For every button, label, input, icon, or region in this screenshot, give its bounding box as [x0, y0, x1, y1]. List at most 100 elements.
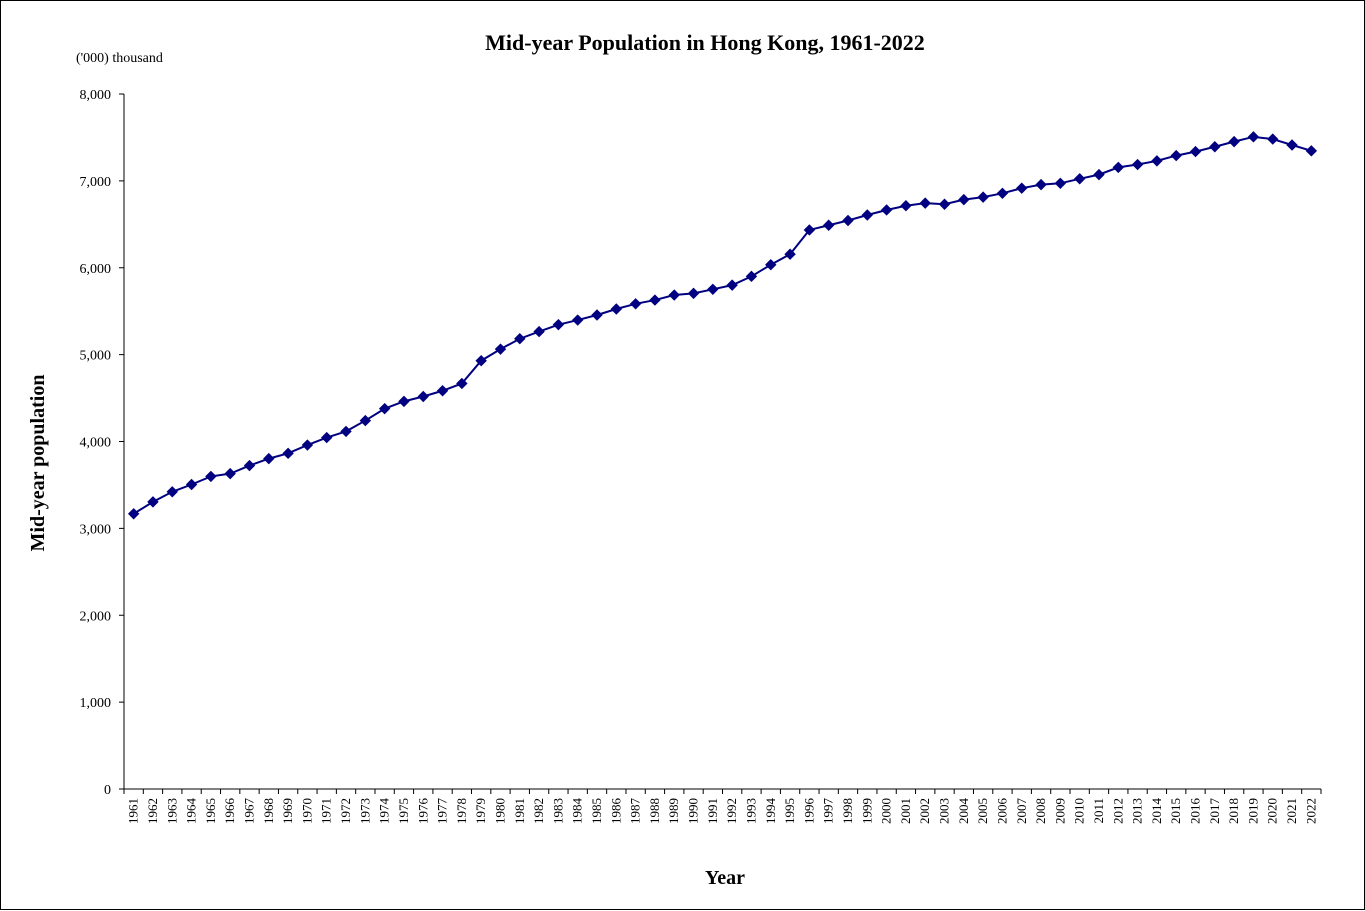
data-point	[610, 303, 623, 315]
data-point	[147, 496, 159, 508]
x-tick-label: 2012	[1110, 798, 1125, 824]
data-point	[822, 219, 835, 231]
x-tick-label: 1991	[705, 798, 720, 824]
x-tick-label: 1999	[859, 798, 874, 824]
x-tick-label: 1982	[531, 798, 546, 824]
data-point	[1228, 135, 1240, 148]
data-point	[340, 425, 352, 438]
x-tick-label: 1993	[743, 798, 758, 824]
data-point	[1151, 155, 1163, 167]
x-tick-label: 2020	[1265, 798, 1280, 824]
y-tick-label: 2,000	[80, 609, 112, 624]
data-point	[591, 309, 603, 321]
data-point	[282, 447, 294, 460]
data-point	[784, 248, 796, 260]
data-point	[1247, 131, 1260, 143]
data-point	[1035, 178, 1047, 191]
data-point	[1131, 158, 1144, 171]
x-tick-label: 1988	[647, 798, 662, 824]
x-tick-label: 1973	[357, 798, 372, 824]
x-tick-label: 1997	[821, 798, 836, 825]
x-tick-label: 1976	[415, 798, 430, 825]
y-tick-label: 7,000	[80, 175, 112, 190]
data-point	[880, 204, 893, 216]
x-tick-label: 2004	[956, 798, 971, 825]
y-tick-label: 8,000	[80, 88, 112, 103]
x-tick-label: 1981	[512, 798, 527, 824]
data-point	[1189, 145, 1202, 158]
data-point	[745, 270, 758, 283]
x-tick-label: 2003	[937, 798, 952, 824]
x-tick-label: 2014	[1149, 798, 1164, 825]
data-point	[1093, 168, 1105, 181]
x-tick-label: 1974	[377, 798, 392, 825]
x-tick-label: 1965	[203, 798, 218, 824]
x-tick-label: 2009	[1052, 798, 1067, 824]
x-tick-label: 2015	[1168, 798, 1183, 824]
y-tick-label: 1,000	[80, 696, 112, 711]
x-tick-label: 1975	[396, 798, 411, 824]
x-tick-label: 1980	[492, 798, 507, 824]
y-tick-label: 4,000	[80, 436, 112, 451]
x-tick-label: 2008	[1033, 798, 1048, 824]
x-tick-label: 1966	[222, 798, 237, 825]
data-point	[205, 470, 217, 483]
data-point	[321, 431, 333, 444]
data-point	[1286, 139, 1298, 151]
x-tick-label: 2005	[975, 798, 990, 824]
data-point	[185, 478, 198, 491]
data-point	[1054, 177, 1067, 190]
x-tick-label: 1998	[840, 798, 855, 824]
x-tick-label: 1967	[241, 798, 256, 825]
data-point	[803, 224, 816, 236]
x-tick-label: 1964	[184, 798, 199, 825]
data-point	[417, 390, 429, 403]
x-tick-label: 1996	[801, 798, 816, 825]
x-tick-label: 2021	[1284, 798, 1299, 824]
data-point	[301, 439, 314, 451]
x-tick-label: 1992	[724, 798, 739, 824]
x-tick-label: 1984	[570, 798, 585, 825]
x-tick-label: 1977	[435, 798, 450, 825]
data-point	[629, 298, 642, 310]
data-point	[958, 193, 970, 206]
y-tick-label: 6,000	[80, 262, 112, 277]
chart-title: Mid-year Population in Hong Kong, 1961-2…	[485, 30, 925, 55]
data-point	[900, 200, 912, 212]
x-tick-label: 1963	[164, 798, 179, 824]
data-point	[707, 283, 719, 296]
x-tick-label: 1968	[261, 798, 276, 824]
data-point	[514, 333, 526, 345]
x-tick-label: 1994	[763, 798, 778, 825]
unit-note: ('000) thousand	[76, 51, 163, 66]
data-point	[687, 287, 700, 300]
data-point	[533, 325, 545, 338]
x-tick-label: 1970	[299, 798, 314, 824]
x-tick-label: 1985	[589, 798, 604, 824]
data-point	[359, 414, 372, 427]
y-tick-label: 5,000	[80, 349, 112, 364]
data-point	[378, 402, 391, 415]
x-tick-label: 2002	[917, 798, 932, 824]
x-tick-label: 2001	[898, 798, 913, 824]
data-point	[726, 279, 738, 291]
x-tick-label: 2013	[1130, 798, 1145, 824]
x-tick-label: 1990	[686, 798, 701, 824]
data-point	[1305, 145, 1318, 157]
data-point	[224, 467, 236, 480]
x-axis-title: Year	[705, 867, 745, 889]
x-tick-label: 1986	[608, 798, 623, 825]
data-point	[243, 459, 256, 472]
x-tick-label: 1972	[338, 798, 353, 824]
x-tick-label: 2018	[1226, 798, 1241, 824]
x-tick-label: 1995	[782, 798, 797, 824]
x-tick-label: 2016	[1188, 798, 1203, 825]
x-tick-label: 2017	[1207, 798, 1222, 825]
data-point	[456, 377, 468, 390]
x-tick-label: 2022	[1303, 798, 1318, 824]
x-tick-labels: 1961 1962 1963 1964 1965 1966 1967 1968 1969 1970…	[126, 798, 1319, 825]
data-point	[861, 209, 874, 221]
y-tick-label: 3,000	[80, 522, 112, 537]
